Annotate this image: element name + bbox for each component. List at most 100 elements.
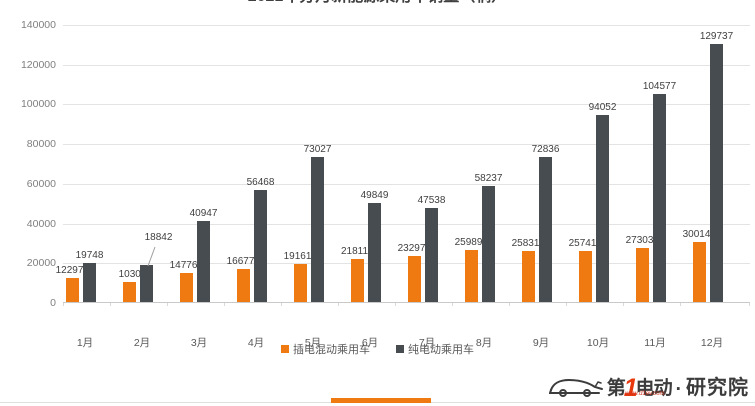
x-axis-label: 4月 — [247, 337, 265, 349]
bar-插电混动乘用车-1月 — [66, 278, 79, 302]
data-label: 40947 — [189, 208, 218, 219]
legend-swatch-phev-icon — [281, 345, 289, 353]
axis-tick — [337, 303, 339, 306]
gridline — [63, 263, 750, 265]
bar-插电混动乘用车-11月 — [636, 248, 649, 302]
bar-纯电动乘用车-11月 — [653, 94, 666, 302]
car-icon — [548, 378, 603, 397]
axis-tick — [223, 303, 225, 306]
logo-separator: · — [675, 379, 682, 400]
y-axis-label: 60000 — [26, 177, 56, 190]
bar-插电混动乘用车-2月 — [123, 282, 136, 302]
gridline — [63, 223, 750, 225]
bar-纯电动乘用车-12月 — [710, 44, 723, 302]
data-label: 73027 — [303, 144, 332, 155]
data-label: 25831 — [511, 238, 540, 249]
axis-tick — [622, 303, 624, 306]
bar-插电混动乘用车-10月 — [579, 251, 592, 302]
bar-纯电动乘用车-1月 — [83, 263, 96, 302]
brand-name: 第1电动 www.d1ev.com — [606, 374, 673, 402]
data-label: 18842 — [144, 232, 173, 243]
x-axis-label: 3月 — [190, 337, 208, 349]
legend-item-bev: 纯电动乘用车 — [396, 341, 474, 357]
x-axis-label: 2月 — [133, 337, 151, 349]
data-label: 19161 — [283, 251, 312, 262]
axis-tick — [749, 303, 750, 306]
brand-one: 1 — [623, 374, 638, 402]
y-axis-label: 80000 — [26, 138, 56, 151]
chart-title: 2021年分月新能源乘用车销量（辆） — [0, 0, 755, 7]
legend: 插电混动乘用车 纯电动乘用车 — [0, 341, 755, 357]
bar-插电混动乘用车-9月 — [522, 251, 535, 302]
data-label: 23297 — [397, 243, 426, 254]
data-label: 129737 — [699, 31, 734, 42]
bar-纯电动乘用车-6月 — [368, 203, 381, 302]
y-axis-label: 20000 — [26, 257, 56, 270]
x-axis-label: 8月 — [475, 337, 493, 349]
axis-tick — [109, 303, 111, 306]
x-axis-line — [63, 302, 750, 303]
data-label: 49849 — [360, 190, 389, 201]
data-label: 72836 — [531, 144, 560, 155]
axis-tick — [280, 303, 282, 306]
x-axis: 1月 2月 3月 4月 5月 6月 7月 8月 9月 10月 11月 12月 — [63, 335, 750, 351]
data-label: 14776 — [169, 260, 198, 271]
x-axis-label: 12月 — [700, 337, 724, 349]
bar-纯电动乘用车-10月 — [596, 115, 609, 302]
bar-纯电动乘用车-3月 — [197, 221, 210, 302]
axis-tick — [451, 303, 453, 306]
axis-tick — [394, 303, 396, 306]
y-axis-label: 40000 — [26, 217, 56, 230]
bar-插电混动乘用车-4月 — [237, 269, 250, 302]
legend-label-bev: 纯电动乘用车 — [408, 344, 474, 356]
bar-纯电动乘用车-2月 — [140, 265, 153, 302]
bar-纯电动乘用车-8月 — [482, 186, 495, 302]
bar-纯电动乘用车-4月 — [254, 190, 267, 302]
axis-tick — [508, 303, 510, 306]
bar-插电混动乘用车-7月 — [408, 256, 421, 302]
bar-插电混动乘用车-3月 — [180, 273, 193, 302]
axis-tick — [63, 303, 64, 306]
y-axis-label: 100000 — [20, 98, 56, 111]
x-axis-label: 5月 — [304, 337, 322, 349]
y-axis-label: 140000 — [20, 19, 56, 31]
data-label: 12297 — [55, 265, 84, 276]
gridline — [63, 25, 750, 26]
x-axis-label: 9月 — [532, 337, 550, 349]
data-label: 58237 — [474, 173, 503, 184]
data-label: 47538 — [417, 195, 446, 206]
bar-纯电动乘用车-9月 — [539, 157, 552, 302]
legend-item-phev: 插电混动乘用车 — [281, 341, 370, 357]
plot-area: 12297 19748 10308 18842 14776 40947 16677 56468… — [56, 25, 750, 306]
legend-label-phev: 插电混动乘用车 — [293, 344, 370, 356]
data-label: 10308 — [118, 269, 147, 280]
gridline — [63, 64, 750, 66]
data-label: 104577 — [642, 81, 677, 92]
axis-tick — [166, 303, 168, 306]
axis-tick — [679, 303, 681, 306]
data-label: 16677 — [226, 256, 255, 267]
x-axis-label: 10月 — [586, 337, 610, 349]
brand-url: www.d1ev.com — [624, 391, 665, 397]
gridline — [63, 144, 750, 146]
x-axis-label: 6月 — [361, 337, 379, 349]
x-axis-label: 1月 — [76, 337, 94, 349]
y-axis-label: 120000 — [20, 58, 56, 71]
data-label: 27303 — [625, 235, 654, 246]
x-axis-label: 7月 — [418, 337, 436, 349]
bar-插电混动乘用车-8月 — [465, 250, 478, 302]
bottom-scrollbar-thumb[interactable] — [331, 398, 431, 403]
brand-logo: 第1电动 www.d1ev.com · 研究院 — [548, 374, 749, 402]
data-label: 30014 — [682, 229, 711, 240]
data-label: 25989 — [454, 237, 483, 248]
data-label: 94052 — [588, 102, 617, 113]
bar-插电混动乘用车-5月 — [294, 264, 307, 302]
gridline — [63, 104, 750, 106]
gridline — [63, 183, 750, 185]
bar-纯电动乘用车-5月 — [311, 157, 324, 302]
axis-tick — [565, 303, 567, 306]
data-label: 21811 — [340, 246, 369, 257]
bar-纯电动乘用车-7月 — [425, 208, 438, 302]
logo-org: 研究院 — [686, 377, 749, 399]
